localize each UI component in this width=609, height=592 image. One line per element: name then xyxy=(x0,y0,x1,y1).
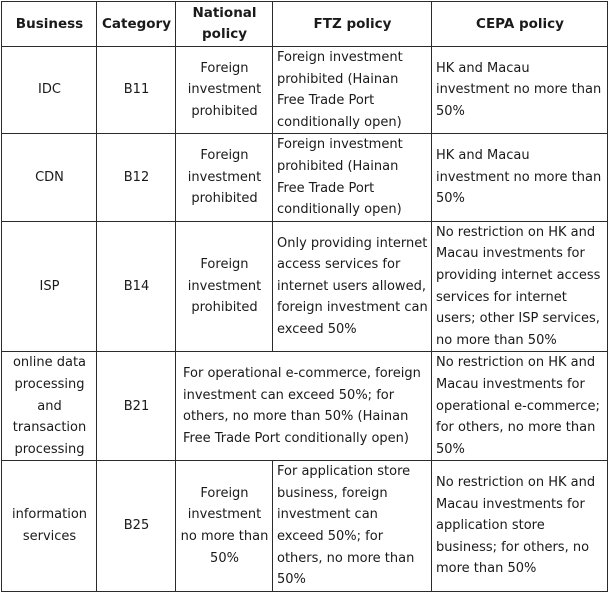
cell-national-policy: Foreign investment no more than 50% xyxy=(175,460,273,592)
header-cepa-policy: CEPA policy xyxy=(431,1,608,47)
table-row: ISP B14 Foreign investment prohibited On… xyxy=(1,220,608,353)
table-header-row: Business Category National policy FTZ po… xyxy=(1,1,608,47)
table-row: IDC B11 Foreign investment prohibited Fo… xyxy=(1,45,608,135)
cell-national-policy: Foreign investment prohibited xyxy=(175,220,273,353)
cell-cepa-policy: HK and Macau investment no more than 50% xyxy=(431,45,608,135)
cell-business: IDC xyxy=(1,45,97,135)
table-row: information services B25 Foreign investm… xyxy=(1,460,608,592)
cell-cepa-policy: No restriction on HK and Macau investmen… xyxy=(431,460,608,592)
header-business: Business xyxy=(1,1,97,47)
table-row: online data processing and transaction p… xyxy=(1,351,608,462)
cell-ftz-policy: Only providing internet access services … xyxy=(272,220,432,353)
cell-business: CDN xyxy=(1,133,97,222)
cell-category: B12 xyxy=(96,133,176,222)
cell-cepa-policy: No restriction on HK and Macau investmen… xyxy=(431,351,608,462)
cell-cepa-policy: HK and Macau investment no more than 50% xyxy=(431,133,608,222)
cell-ftz-policy: For application store business, foreign … xyxy=(272,460,432,592)
cell-business: online data processing and transaction p… xyxy=(1,351,97,462)
cell-ftz-policy: Foreign investment prohibited (Hainan Fr… xyxy=(272,45,432,135)
table-row: CDN B12 Foreign investment prohibited Fo… xyxy=(1,133,608,222)
cell-cepa-policy: No restriction on HK and Macau investmen… xyxy=(431,220,608,353)
cell-category: B25 xyxy=(96,460,176,592)
cell-category: B11 xyxy=(96,45,176,135)
cell-category: B14 xyxy=(96,220,176,353)
cell-category: B21 xyxy=(96,351,176,462)
header-national-policy: National policy xyxy=(175,1,273,47)
cell-ftz-policy: Foreign investment prohibited (Hainan Fr… xyxy=(272,133,432,222)
header-category: Category xyxy=(96,1,176,47)
cell-business: information services xyxy=(1,460,97,592)
cell-national-policy: Foreign investment prohibited xyxy=(175,133,273,222)
header-ftz-policy: FTZ policy xyxy=(272,1,432,47)
cell-business: ISP xyxy=(1,220,97,353)
cell-national-policy: Foreign investment prohibited xyxy=(175,45,273,135)
cell-national-ftz-policy-merged: For operational e-commerce, foreign inve… xyxy=(175,351,432,462)
